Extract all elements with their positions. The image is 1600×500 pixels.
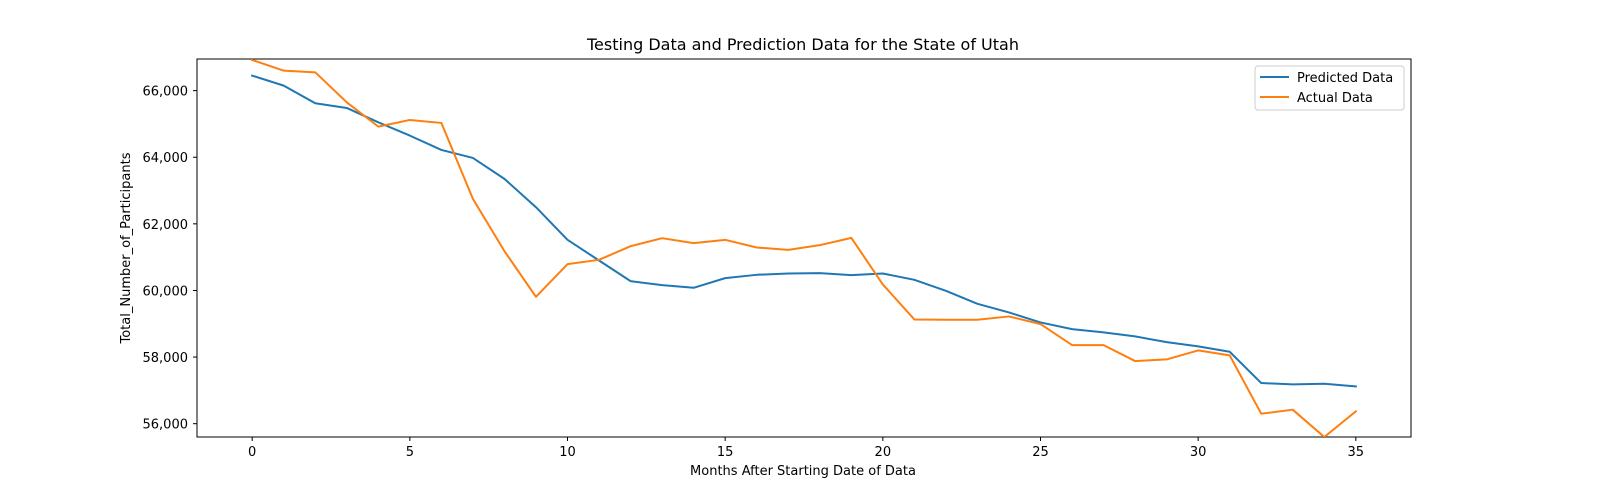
series-line-actual [250,59,1358,437]
legend: Predicted Data Actual Data [1254,65,1405,111]
x-tick-label: 10 [559,445,576,460]
x-tick-label: 35 [1348,445,1365,460]
y-tick-label: 58,000 [143,351,189,366]
plot-area [196,58,1412,438]
x-tick-label: 5 [406,445,414,460]
chart-title: Testing Data and Prediction Data for the… [586,35,1019,54]
y-tick-label: 60,000 [143,284,189,299]
series-layer [250,59,1358,437]
y-tick-label: 64,000 [143,151,189,166]
y-axis: 56,000 58,000 60,000 62,000 64,000 66,000 [143,85,197,433]
y-tick-label: 56,000 [143,418,189,433]
x-tick-label: 30 [1190,445,1207,460]
y-axis-label: Total_Number_of_Participants [119,152,134,344]
x-tick-label: 20 [875,445,892,460]
legend-label-actual: Actual Data [1297,91,1373,106]
legend-box [1254,65,1405,111]
plot-frame [196,58,1412,438]
x-tick-label: 0 [248,445,256,460]
y-tick-label: 62,000 [143,218,189,233]
y-tick-label: 66,000 [143,85,189,100]
x-axis: 0 5 10 15 20 25 30 35 [248,437,1364,460]
x-tick-label: 15 [717,445,734,460]
legend-label-predicted: Predicted Data [1297,71,1393,86]
x-axis-label: Months After Starting Date of Data [690,464,916,479]
series-line-predicted [250,74,1357,388]
x-tick-label: 25 [1032,445,1049,460]
